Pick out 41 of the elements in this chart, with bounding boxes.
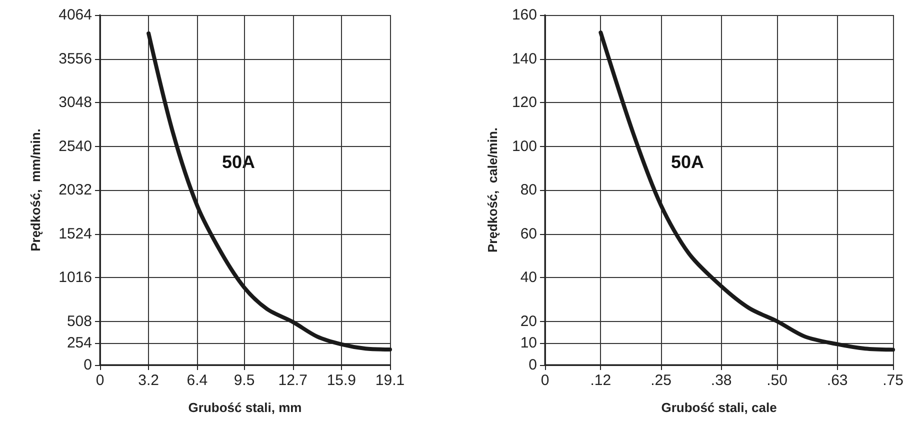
- x-tick-label: 19.1: [375, 372, 405, 389]
- x-tick-label: .12: [590, 372, 612, 389]
- y-tick-label: 160: [512, 6, 537, 24]
- x-tick-label: .38: [710, 372, 732, 389]
- x-axis-title: Grubość stali, mm: [188, 400, 302, 415]
- y-tick-label: 60: [520, 225, 537, 242]
- y-tick-label: 20: [520, 312, 537, 330]
- y-axis-title: Prędkość, mm/min.: [28, 128, 43, 252]
- x-tick-label: .63: [826, 372, 848, 389]
- y-tick-label: 2032: [58, 182, 92, 198]
- x-tick-label: .25: [650, 372, 672, 389]
- x-tick-label: 6.4: [186, 372, 208, 389]
- y-tick-label: 120: [512, 94, 537, 111]
- y-tick-label: 0: [84, 356, 92, 374]
- line-series: [146, 31, 392, 352]
- x-axis-title: Grubość stali, cale: [661, 400, 777, 415]
- y-tick-label: 3048: [58, 94, 92, 111]
- y-tick-label: 80: [520, 182, 537, 198]
- annotation: 50A: [671, 152, 704, 172]
- x-tick-label: 12.7: [278, 372, 308, 389]
- y-tick-label: 254: [66, 334, 92, 352]
- y-tick-label: 10: [520, 334, 537, 352]
- y-tick-label: 140: [512, 50, 537, 68]
- y-tick-label: 100: [512, 138, 537, 155]
- x-tick-label: 15.9: [326, 372, 356, 389]
- line-series: [598, 30, 895, 352]
- x-tick-label: .75: [882, 372, 904, 389]
- x-tick-label: 9.5: [234, 372, 255, 389]
- y-tick-label: 1016: [58, 269, 92, 286]
- y-tick-label: 3556: [58, 50, 92, 68]
- y-tick-label: 2540: [58, 138, 92, 155]
- x-tick-label: 3.2: [138, 372, 160, 389]
- x-tick-label: 0: [540, 372, 550, 389]
- y-tick-label: 1524: [58, 225, 92, 242]
- y-tick-label: 40: [520, 269, 537, 286]
- x-tick-label: .50: [766, 372, 788, 389]
- y-tick-label: 0: [528, 356, 537, 374]
- y-tick-label: 4064: [58, 6, 92, 24]
- x-tick-label: 0: [96, 372, 104, 389]
- y-axis-title: Prędkość, cale/min.: [485, 127, 500, 253]
- y-tick-label: 508: [66, 312, 92, 330]
